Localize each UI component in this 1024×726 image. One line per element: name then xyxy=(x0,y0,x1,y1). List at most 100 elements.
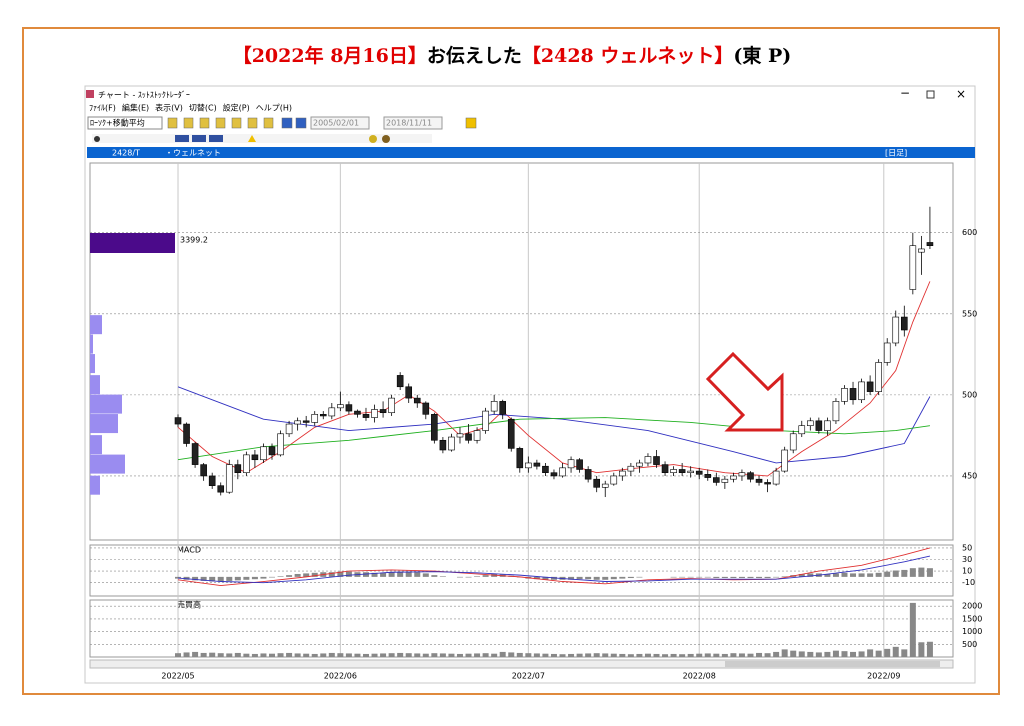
macd-bar xyxy=(926,568,933,577)
toolbar-strip xyxy=(92,134,432,143)
volume-bar xyxy=(175,653,182,657)
candle-body xyxy=(747,472,754,480)
tool-button[interactable] xyxy=(281,117,293,129)
candle-body xyxy=(217,485,225,493)
tool-button[interactable] xyxy=(369,135,377,143)
volume-bar xyxy=(619,653,626,657)
period: [日足] xyxy=(885,149,907,158)
y-tick-label: 1000 xyxy=(962,627,982,636)
y-tick-label: 600 xyxy=(962,228,977,237)
volume-bar xyxy=(311,653,318,657)
tool-button[interactable] xyxy=(295,117,307,129)
candle-body xyxy=(422,402,430,415)
tool-button[interactable] xyxy=(263,117,274,129)
macd-bar xyxy=(841,572,848,577)
tool-button[interactable] xyxy=(94,136,100,142)
tool-button[interactable] xyxy=(382,135,390,143)
tool-button[interactable] xyxy=(167,117,178,129)
volume-bar xyxy=(781,649,788,657)
candle-body xyxy=(405,386,413,399)
macd-bar xyxy=(311,572,318,577)
volume-bar xyxy=(704,653,711,657)
macd-panel xyxy=(89,544,954,597)
date-to-field[interactable] xyxy=(383,116,443,130)
help-button[interactable] xyxy=(465,117,477,129)
volume-bar xyxy=(832,650,839,657)
date-from-field[interactable] xyxy=(310,116,370,130)
macd-bar xyxy=(619,576,626,579)
candle-body xyxy=(174,417,182,425)
volume-bar xyxy=(858,651,865,657)
candle-body xyxy=(841,388,848,402)
volume-bar xyxy=(362,653,369,657)
volume-bar xyxy=(268,653,275,657)
candle-body xyxy=(704,474,712,478)
macd-bar xyxy=(867,573,874,577)
tool-button[interactable] xyxy=(199,117,210,129)
candle-body xyxy=(670,469,677,474)
volume-bar xyxy=(354,653,361,657)
candle-body xyxy=(909,245,917,290)
volume-bar xyxy=(542,653,549,657)
macd-bar xyxy=(337,571,344,577)
y-tick-label: 10 xyxy=(962,567,972,576)
macd-bar xyxy=(884,571,891,577)
candle-body xyxy=(875,362,882,392)
volume-bar xyxy=(345,653,352,657)
menu-item[interactable]: 編集(E) xyxy=(122,103,149,113)
volume-bar xyxy=(533,653,540,657)
macd-bar xyxy=(380,572,387,577)
close-button[interactable]: × xyxy=(956,87,966,101)
macd-bar xyxy=(576,576,583,580)
style-dropdown[interactable] xyxy=(87,116,163,130)
restore-button[interactable] xyxy=(926,90,935,99)
volume-bar xyxy=(790,650,797,657)
scrollbar[interactable] xyxy=(89,659,954,669)
headline-part: お伝えした xyxy=(427,45,522,67)
macd-bar xyxy=(892,570,899,577)
tool-button[interactable] xyxy=(247,117,258,129)
menu-item[interactable]: ヘルプ(H) xyxy=(256,104,292,113)
candle-body xyxy=(644,456,652,464)
candle-body xyxy=(567,459,575,469)
candle-body xyxy=(191,443,199,465)
volume-bar xyxy=(431,653,438,657)
candle-body xyxy=(439,439,447,451)
volume-bar xyxy=(602,653,609,657)
scroll-thumb[interactable] xyxy=(725,661,940,667)
menu-item[interactable]: 切替(C) xyxy=(189,103,217,113)
volume-bar xyxy=(610,653,617,657)
tool-button[interactable] xyxy=(183,117,194,129)
tool-button[interactable] xyxy=(231,117,242,129)
macd-bar xyxy=(175,576,182,579)
candle-body xyxy=(781,449,788,472)
date-from: 2005/02/01 xyxy=(313,119,359,128)
toolbar xyxy=(167,117,477,129)
menu-item[interactable]: ﾌｧｲﾙ(F) xyxy=(89,104,116,113)
volume-bar xyxy=(294,653,301,657)
macd-bar xyxy=(593,576,600,580)
macd-bar xyxy=(465,576,472,578)
candle-body xyxy=(311,414,319,423)
menu-item[interactable]: 設定(P) xyxy=(223,103,250,113)
y-tick-label: -10 xyxy=(962,578,975,587)
macd-bar xyxy=(431,575,438,577)
candle-body xyxy=(627,465,635,472)
minimize-button[interactable]: − xyxy=(900,86,910,100)
candle-body xyxy=(183,423,190,444)
volume-bar xyxy=(234,652,241,657)
tool-button[interactable] xyxy=(192,135,206,142)
tool-button[interactable] xyxy=(175,135,189,142)
menu-item[interactable]: 表示(V) xyxy=(155,103,183,113)
candle-body xyxy=(354,410,361,415)
tool-button[interactable] xyxy=(215,117,226,129)
volume-bar xyxy=(815,652,822,657)
volume-profile-bar xyxy=(90,394,122,414)
candle-body xyxy=(542,465,549,474)
volume-bar xyxy=(422,653,429,657)
volume-bar xyxy=(414,653,421,657)
candle-body xyxy=(764,482,771,485)
tool-button[interactable] xyxy=(209,135,223,142)
tool-button[interactable] xyxy=(248,135,256,142)
macd-bar xyxy=(243,576,250,580)
